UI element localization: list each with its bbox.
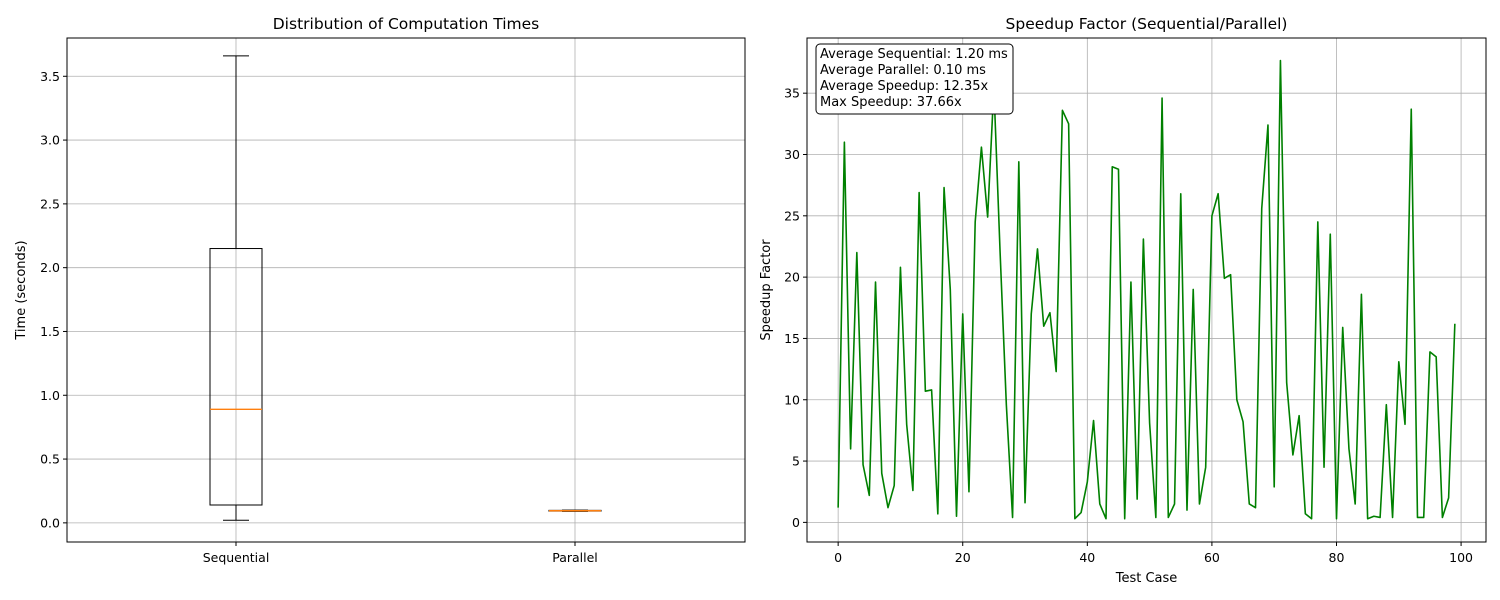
box-parallel xyxy=(548,509,602,512)
stats-average-speedup: Average Speedup: 12.35x xyxy=(820,79,988,94)
speedup-y-ticks: 0 5 10 15 20 25 30 35 xyxy=(784,86,807,530)
speedup-y-tick-label: 0 xyxy=(792,515,800,530)
box-plot-boxes xyxy=(209,55,602,521)
box-plot-title: Distribution of Computation Times xyxy=(273,15,540,33)
box-plot-x-tick-label: Parallel xyxy=(552,550,598,565)
speedup-y-tick-label: 30 xyxy=(784,147,800,162)
speedup-x-tick-label: 80 xyxy=(1329,550,1345,565)
stats-average-sequential: Average Sequential: 1.20 ms xyxy=(820,47,1008,62)
box-plot-y-tick-label: 3.0 xyxy=(40,133,60,148)
speedup-x-tick-label: 0 xyxy=(834,550,842,565)
box-plot-y-axis-label: Time (seconds) xyxy=(14,240,29,340)
speedup-frame xyxy=(806,37,1487,543)
speedup-y-axis-label: Speedup Factor xyxy=(759,239,774,341)
box-plot-y-tick-label: 0.0 xyxy=(40,515,60,530)
speedup-y-tick-label: 25 xyxy=(784,208,800,223)
box-plot-y-tick-label: 2.5 xyxy=(40,196,60,211)
speedup-x-ticks: 0 20 40 60 80 100 xyxy=(834,542,1473,565)
speedup-x-tick-label: 100 xyxy=(1449,550,1473,565)
speedup-title: Speedup Factor (Sequential/Parallel) xyxy=(1006,15,1288,33)
speedup-y-tick-label: 5 xyxy=(792,454,800,469)
box-plot-y-tick-label: 1.0 xyxy=(40,388,60,403)
box-plot-y-tick-label: 1.5 xyxy=(40,324,60,339)
stats-annotation: Average Sequential: 1.20 ms Average Para… xyxy=(815,43,1014,115)
box-plot-x-tick-label: Sequential xyxy=(203,550,270,565)
speedup-y-tick-label: 35 xyxy=(784,86,800,101)
speedup-x-tick-label: 40 xyxy=(1079,550,1095,565)
box-sequential xyxy=(209,55,263,521)
box-plot-x-ticks: Sequential Parallel xyxy=(203,542,598,565)
iqr-box xyxy=(209,248,263,506)
box-plot-y-tick-label: 0.5 xyxy=(40,452,60,467)
speedup-y-tick-label: 20 xyxy=(784,270,800,285)
box-plot-y-ticks: 0.0 0.5 1.0 1.5 2.0 2.5 3.0 3.5 xyxy=(40,69,67,530)
speedup-y-tick-label: 15 xyxy=(784,331,800,346)
box-plot-grid xyxy=(67,38,745,542)
speedup-x-tick-label: 60 xyxy=(1204,550,1220,565)
speedup-x-axis-label: Test Case xyxy=(1115,571,1178,586)
speedup-series-line xyxy=(837,59,1456,520)
speedup-x-tick-label: 20 xyxy=(955,550,971,565)
box-plot-panel: 0.0 0.5 1.0 1.5 2.0 2.5 3.0 3.5 Sequential Paral… xyxy=(14,15,746,565)
box-plot-frame xyxy=(66,37,746,543)
speedup-panel: 0 5 10 15 20 25 30 35 0 20 40 60 80 100 Speedup Fact… xyxy=(759,15,1487,586)
box-plot-y-tick-label: 3.5 xyxy=(40,69,60,84)
stats-max-speedup: Max Speedup: 37.66x xyxy=(820,95,962,110)
speedup-y-tick-label: 10 xyxy=(784,392,800,407)
stats-average-parallel: Average Parallel: 0.10 ms xyxy=(820,63,986,78)
box-plot-y-tick-label: 2.0 xyxy=(40,260,60,275)
stats-annotation-box xyxy=(815,43,1014,115)
